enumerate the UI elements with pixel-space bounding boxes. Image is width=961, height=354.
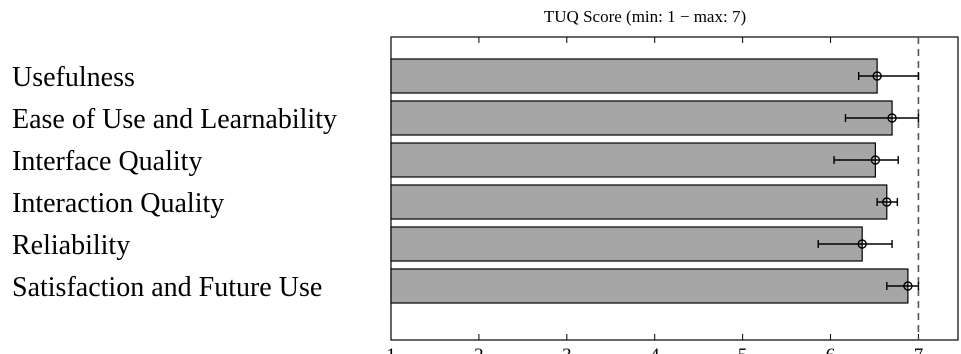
category-label: Ease of Use and Learnability xyxy=(12,104,337,135)
x-tick-label: 1 xyxy=(386,345,396,354)
bar xyxy=(390,142,876,178)
x-tick-label: 6 xyxy=(826,345,836,354)
bar xyxy=(390,58,878,94)
category-labels: Usefulness Ease of Use and Learnability In… xyxy=(12,62,337,303)
bar xyxy=(390,268,909,304)
x-tick-label: 3 xyxy=(562,345,572,354)
mean-marker xyxy=(882,197,892,207)
category-label: Interaction Quality xyxy=(12,188,224,219)
bar xyxy=(390,184,888,220)
mean-marker xyxy=(887,113,897,123)
category-label: Interface Quality xyxy=(12,146,202,177)
mean-marker xyxy=(870,155,881,165)
x-tick-labels: 1 2 3 4 5 6 7 xyxy=(386,345,923,354)
category-label: Reliability xyxy=(12,230,130,261)
x-tick-label: 4 xyxy=(650,345,660,354)
error-bars-layer xyxy=(817,71,920,291)
chart-title: TUQ Score (min: 1 − max: 7) xyxy=(544,7,746,26)
x-tick-label: 5 xyxy=(738,345,748,354)
mean-marker xyxy=(903,281,913,291)
mean-marker xyxy=(857,239,867,249)
x-tick-label: 2 xyxy=(474,345,484,354)
mean-marker xyxy=(872,71,882,81)
x-tick-label: 7 xyxy=(914,345,924,354)
category-label: Usefulness xyxy=(12,62,135,93)
bars-layer xyxy=(390,58,909,304)
category-label: Satisfaction and Future Use xyxy=(12,272,322,303)
bar xyxy=(390,100,893,136)
bar xyxy=(390,226,863,262)
